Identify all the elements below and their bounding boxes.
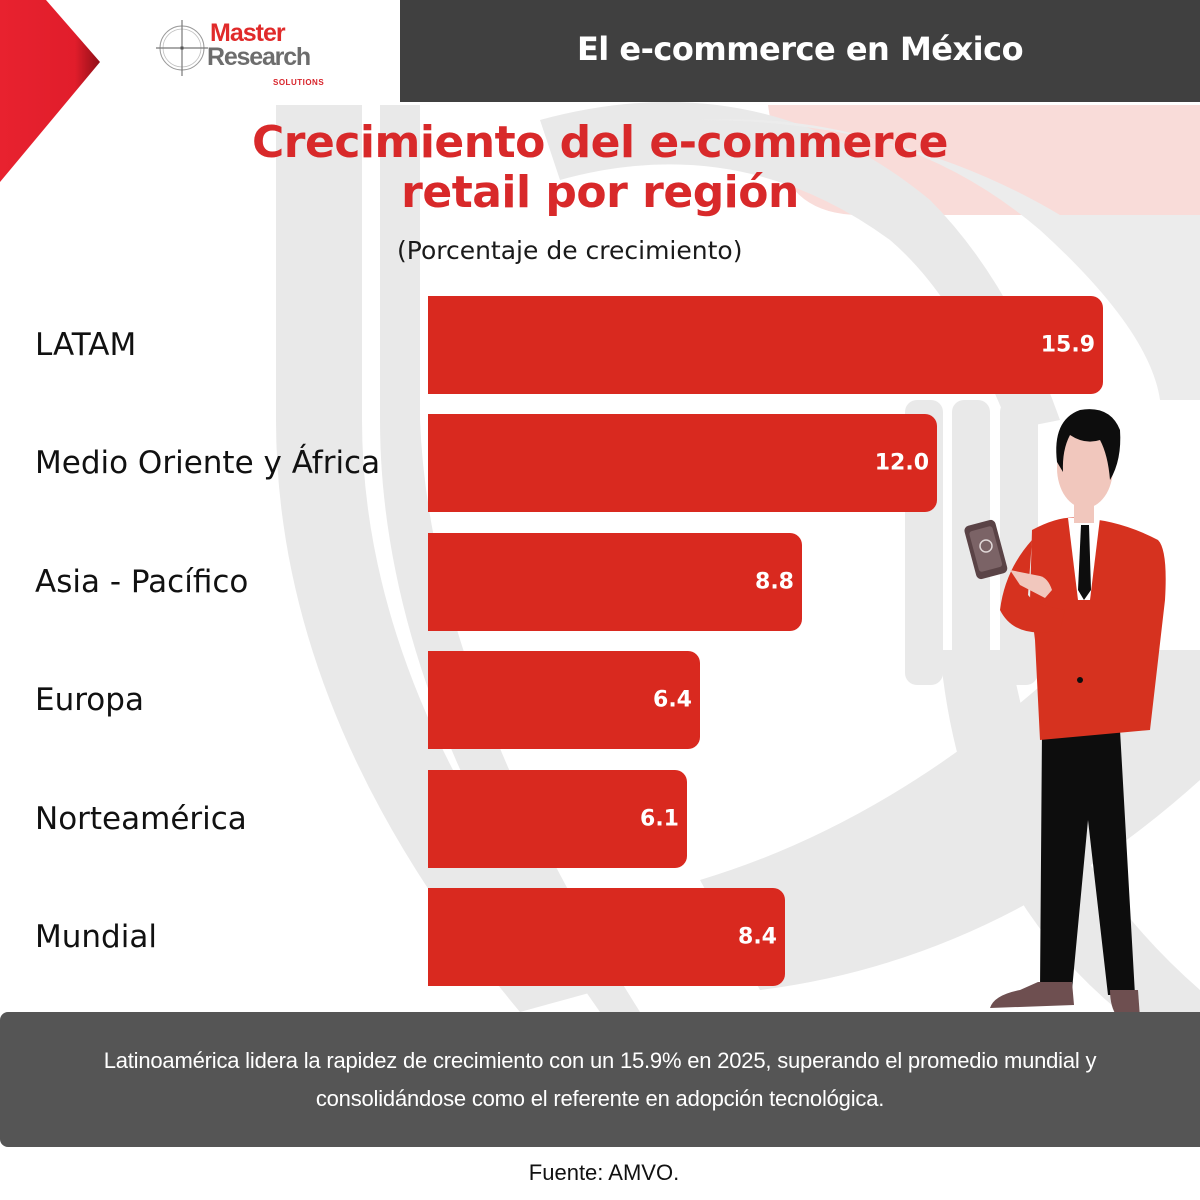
source-citation: Fuente: AMVO. (528, 1160, 680, 1185)
bar: 8.4 (428, 888, 785, 986)
bar-value-label: 6.1 (640, 806, 679, 832)
bar: 6.4 (428, 651, 700, 749)
bar-value-label: 8.8 (755, 569, 794, 595)
crosshair-icon (156, 20, 208, 76)
bar-value-label: 6.4 (653, 687, 692, 713)
chart-title-line-2: retail por región (401, 167, 799, 218)
bar: 12.0 (428, 414, 937, 512)
bar: 15.9 (428, 296, 1103, 394)
bar-category-label: Mundial (35, 919, 157, 955)
bar-row: Norteamérica 6.1 (0, 770, 1200, 868)
summary-note-box: Latinoamérica lidera la rapidez de creci… (0, 1012, 1200, 1147)
logo-text-solutions: SOLUTIONS (273, 78, 325, 87)
logo-text-research: Research (207, 43, 311, 71)
header-bar: El e-commerce en México (400, 0, 1200, 102)
bar-row: Mundial 8.4 (0, 888, 1200, 986)
chart-title: Crecimiento del e-commerce retail por re… (200, 118, 1000, 218)
bar-category-label: Asia - Pacífico (35, 564, 249, 600)
logo-text-master: Master (210, 19, 286, 47)
bar-value-label: 15.9 (1040, 332, 1095, 358)
bar: 8.8 (428, 533, 802, 631)
bar-value-label: 12.0 (874, 450, 929, 476)
header-title: El e-commerce en México (576, 30, 1024, 68)
bar-category-label: Europa (35, 682, 144, 718)
master-research-logo: Master Research SOLUTIONS (150, 18, 350, 94)
bar-row: Europa 6.4 (0, 651, 1200, 749)
bar-category-label: Norteamérica (35, 801, 247, 837)
bar-row: Asia - Pacífico 8.8 (0, 533, 1200, 631)
chart-title-line-1: Crecimiento del e-commerce (252, 117, 948, 168)
bar-value-label: 8.4 (738, 924, 777, 950)
bar-category-label: Medio Oriente y África (35, 445, 381, 481)
summary-note-text: Latinoamérica lidera la rapidez de creci… (103, 1047, 1097, 1111)
businessman-with-phone-illustration (964, 409, 1166, 1020)
chart-subtitle: (Porcentaje de crecimiento) (397, 236, 743, 265)
corner-ribbon-decoration (0, 0, 100, 182)
bar-category-label: LATAM (35, 327, 137, 363)
bar-row: LATAM 15.9 (0, 296, 1200, 394)
bar-chart: LATAM 15.9 Medio Oriente y África 12.0 A… (0, 296, 1200, 986)
bar-row: Medio Oriente y África 12.0 (0, 414, 1200, 512)
bar: 6.1 (428, 770, 687, 868)
